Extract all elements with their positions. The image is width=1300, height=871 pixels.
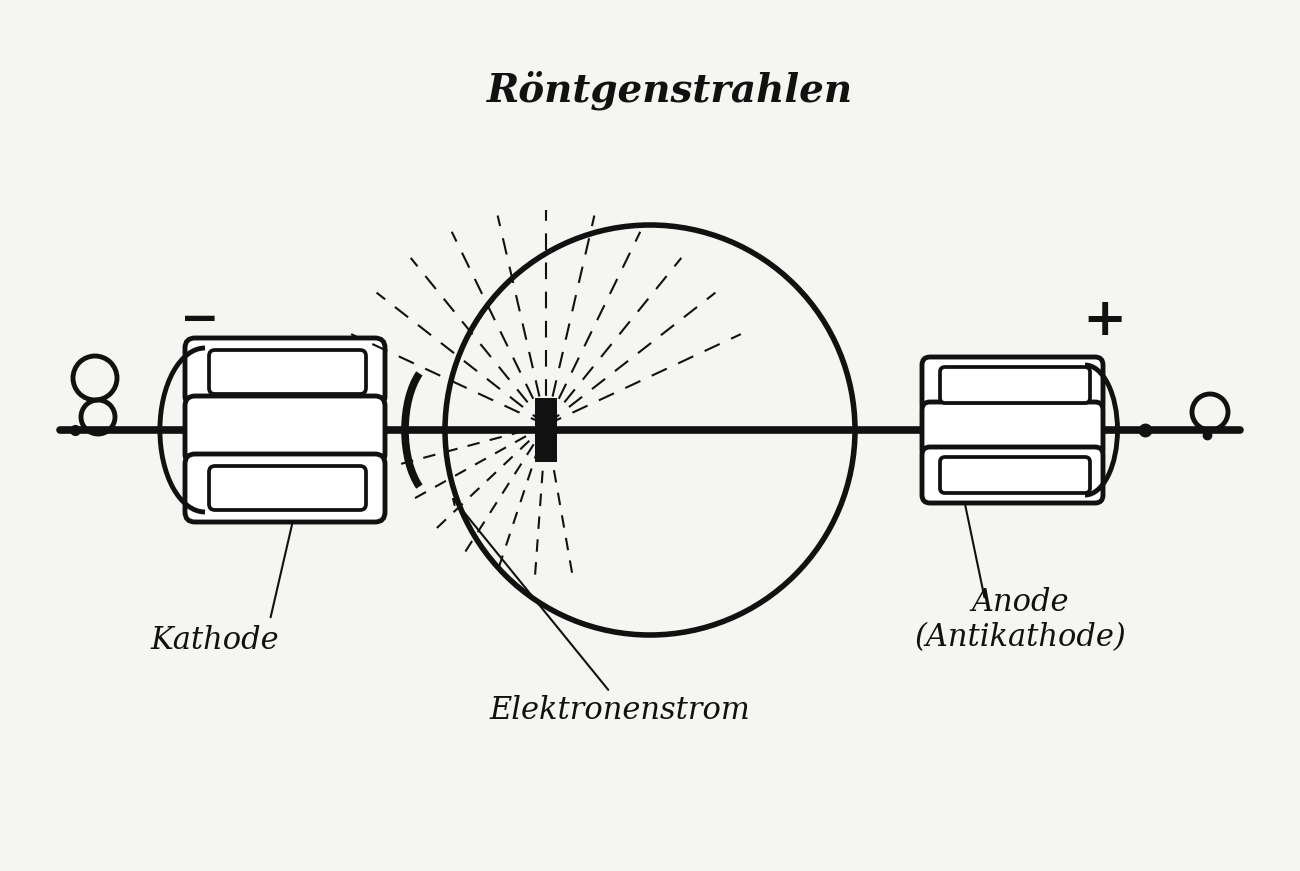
FancyBboxPatch shape — [922, 402, 1102, 458]
FancyBboxPatch shape — [940, 457, 1089, 493]
FancyBboxPatch shape — [185, 396, 385, 464]
Text: Elektronenstrom: Elektronenstrom — [490, 694, 750, 726]
FancyBboxPatch shape — [185, 454, 385, 522]
FancyBboxPatch shape — [209, 466, 367, 510]
Text: −: − — [181, 297, 220, 343]
FancyBboxPatch shape — [209, 350, 367, 394]
Text: Anode
(Antikathode): Anode (Antikathode) — [914, 586, 1126, 653]
Text: Kathode: Kathode — [151, 625, 280, 656]
FancyBboxPatch shape — [922, 357, 1102, 413]
Bar — [536, 398, 556, 462]
Text: Röntgenstrahlen: Röntgenstrahlen — [488, 71, 853, 110]
FancyBboxPatch shape — [940, 367, 1089, 403]
Text: +: + — [1083, 294, 1127, 346]
FancyBboxPatch shape — [198, 351, 372, 509]
FancyBboxPatch shape — [185, 338, 385, 406]
FancyBboxPatch shape — [922, 447, 1102, 503]
